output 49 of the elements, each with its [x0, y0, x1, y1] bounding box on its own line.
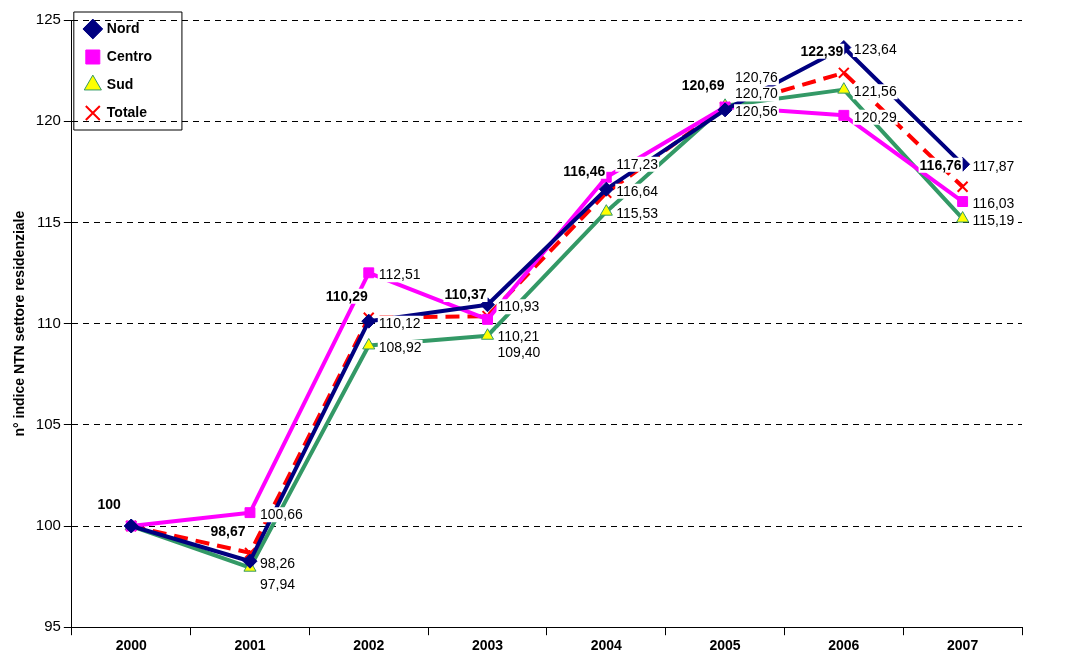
data-label: 122,39 — [800, 42, 844, 59]
legend-label: Sud — [106, 75, 134, 92]
x-tick-label: 2006 — [828, 637, 860, 654]
data-label: 115,19 — [972, 211, 1015, 228]
data-label: 97,94 — [259, 576, 296, 593]
legend-label: Nord — [106, 19, 140, 36]
data-label: 116,46 — [563, 162, 606, 179]
x-tick-label: 2007 — [947, 637, 979, 654]
data-label: 116,03 — [972, 194, 1015, 211]
data-label: 120,76 — [735, 69, 779, 86]
x-tick-label: 2004 — [590, 637, 623, 654]
legend-label: Centro — [106, 47, 152, 64]
data-label: 109,40 — [497, 344, 541, 361]
data-label: 110,12 — [378, 314, 421, 331]
y-tick-label: 95 — [44, 617, 61, 635]
data-label: 120,70 — [735, 85, 779, 102]
x-tick-label: 2001 — [234, 637, 266, 654]
data-label: 110,21 — [497, 327, 540, 344]
data-label: 110,29 — [325, 287, 368, 304]
data-label: 117,23 — [616, 155, 659, 172]
y-tick-label: 105 — [35, 414, 61, 432]
data-label: 123,64 — [853, 40, 897, 57]
data-label: 110,37 — [444, 285, 487, 302]
y-tick-label: 110 — [36, 313, 61, 331]
x-tick-label: 2000 — [115, 637, 147, 654]
y-axis-title: n° indice NTN settore residenziale — [11, 210, 28, 437]
legend-label: Totale — [106, 103, 148, 120]
x-tick-label: 2005 — [709, 637, 741, 654]
x-tick-label: 2003 — [471, 637, 504, 654]
data-label: 120,29 — [853, 108, 897, 125]
data-label: 121,56 — [853, 82, 897, 99]
data-label: 100 — [97, 495, 122, 512]
data-label: 117,87 — [972, 157, 1015, 174]
y-tick-label: 100 — [35, 516, 61, 534]
data-label: 100,66 — [259, 506, 304, 522]
data-label: 98,67 — [210, 522, 246, 539]
data-label: 120,56 — [735, 103, 779, 120]
y-tick-label: 115 — [36, 212, 61, 230]
data-label: 116,64 — [616, 182, 659, 199]
data-label: 110,93 — [497, 298, 540, 315]
data-label: 98,26 — [259, 554, 296, 571]
data-label: 115,53 — [616, 205, 659, 222]
data-label: 120,69 — [681, 77, 725, 94]
y-tick-label: 125 — [35, 10, 61, 28]
data-label: 112,51 — [378, 266, 421, 283]
data-label: 116,76 — [919, 156, 962, 173]
y-tick-label: 120 — [35, 111, 61, 129]
x-tick-label: 2002 — [353, 637, 385, 654]
data-label: 108,92 — [378, 338, 422, 355]
